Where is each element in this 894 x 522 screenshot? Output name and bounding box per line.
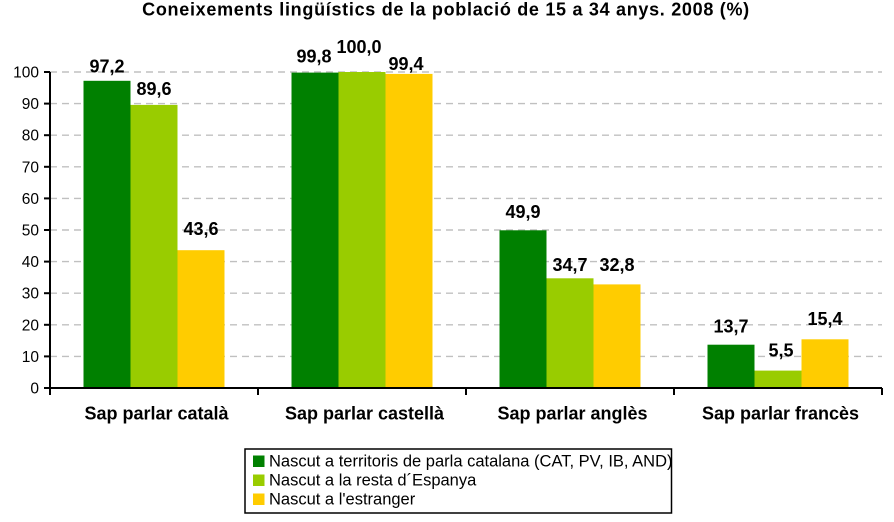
svg-text:15,4: 15,4 — [807, 309, 842, 329]
svg-text:34,7: 34,7 — [552, 255, 587, 275]
svg-text:Coneixements lingüístics de la: Coneixements lingüístics de la població … — [142, 0, 750, 20]
svg-text:70: 70 — [22, 159, 40, 176]
svg-text:Nascut a territoris de parla c: Nascut a territoris de parla catalana (C… — [269, 452, 673, 470]
svg-text:0: 0 — [30, 381, 39, 398]
svg-text:49,9: 49,9 — [505, 202, 540, 222]
svg-text:10: 10 — [22, 349, 40, 366]
svg-text:40: 40 — [22, 254, 40, 271]
svg-text:99,8: 99,8 — [296, 47, 331, 67]
svg-text:43,6: 43,6 — [183, 219, 218, 239]
svg-text:100: 100 — [13, 65, 39, 82]
svg-text:89,6: 89,6 — [136, 79, 171, 99]
svg-text:100,0: 100,0 — [336, 37, 381, 57]
svg-text:80: 80 — [22, 128, 40, 145]
svg-text:Nascut a l'estranger: Nascut a l'estranger — [269, 490, 416, 508]
svg-text:Sap parlar català: Sap parlar català — [84, 403, 229, 423]
svg-text:Nascut a la resta d´Espanya: Nascut a la resta d´Espanya — [269, 471, 477, 489]
svg-text:60: 60 — [22, 191, 40, 208]
svg-text:99,4: 99,4 — [388, 54, 423, 74]
svg-text:50: 50 — [22, 223, 40, 240]
svg-text:20: 20 — [22, 317, 40, 334]
svg-text:Sap parlar castellà: Sap parlar castellà — [285, 403, 445, 423]
svg-text:5,5: 5,5 — [768, 341, 793, 361]
svg-text:Sap parlar anglès: Sap parlar anglès — [497, 403, 647, 423]
svg-text:30: 30 — [22, 286, 40, 303]
svg-text:13,7: 13,7 — [713, 317, 748, 337]
svg-text:90: 90 — [22, 96, 40, 113]
svg-text:Sap parlar francès: Sap parlar francès — [702, 403, 859, 423]
svg-text:32,8: 32,8 — [599, 255, 634, 275]
svg-text:97,2: 97,2 — [89, 57, 124, 77]
